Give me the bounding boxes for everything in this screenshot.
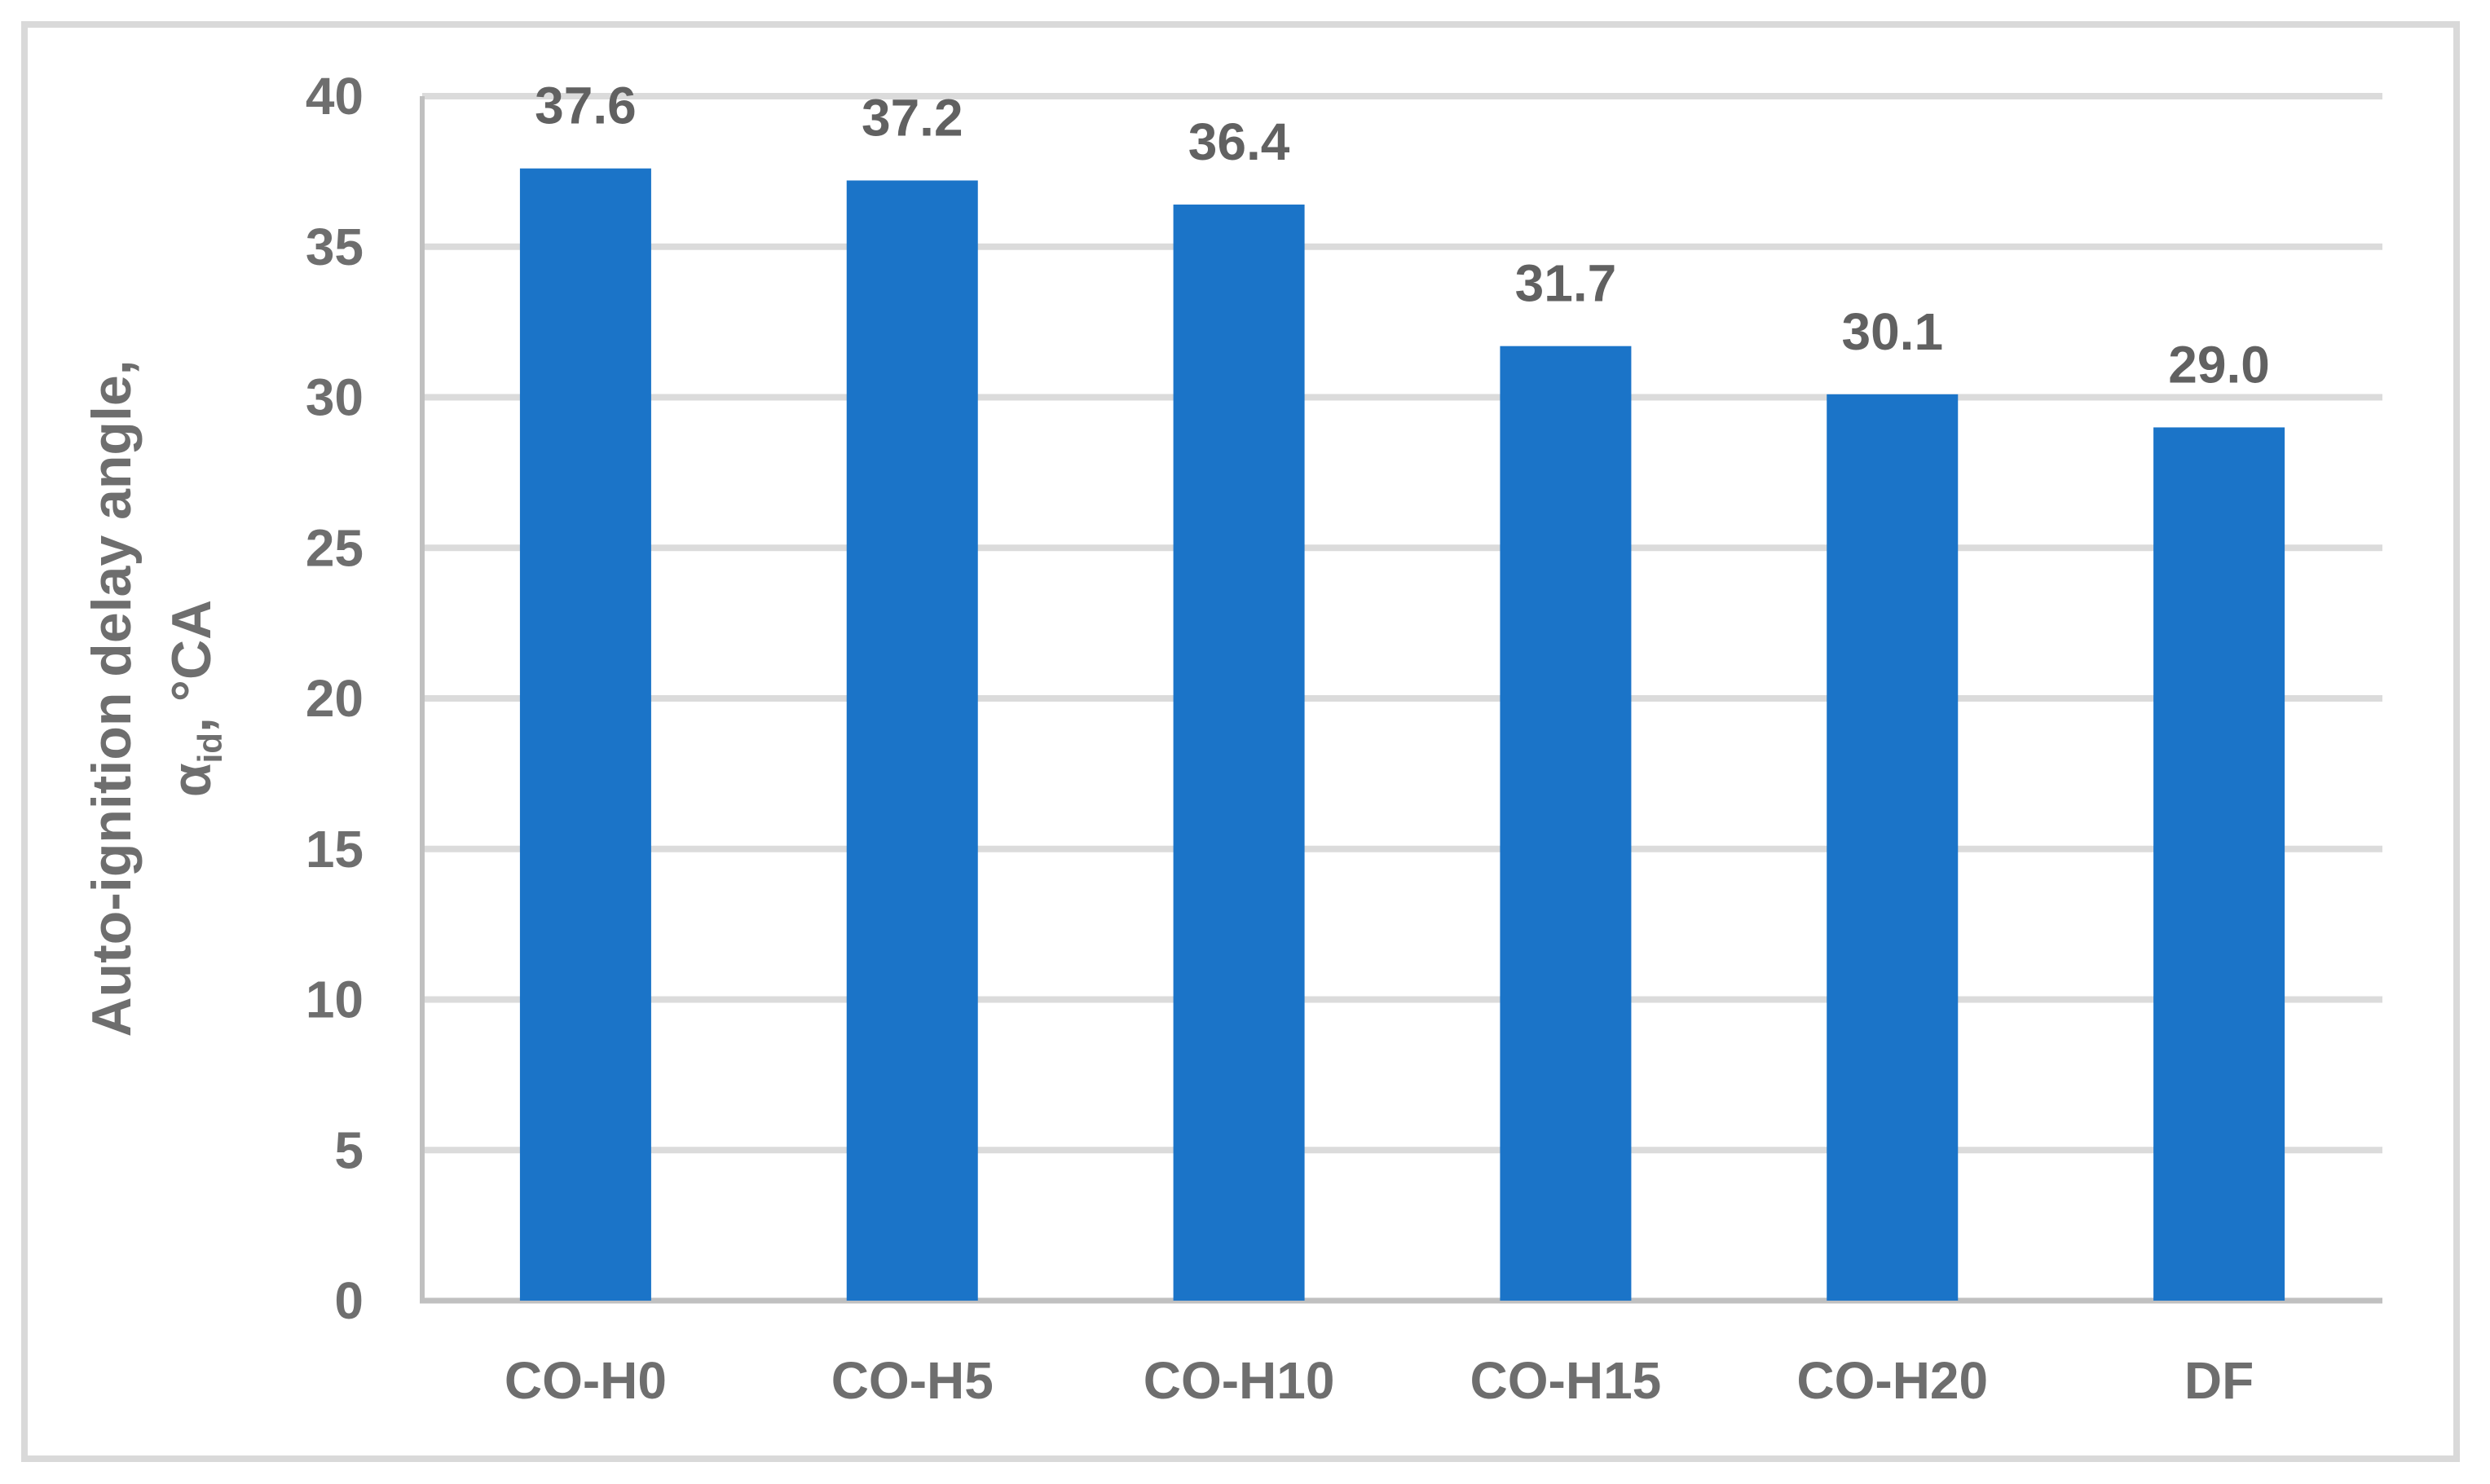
bar-value-label: 37.6 bbox=[535, 77, 637, 135]
bar bbox=[519, 168, 651, 1301]
y-axis-title-line2: αid, °CA bbox=[161, 600, 229, 797]
x-category-label: CO-H0 bbox=[505, 1351, 667, 1410]
bar bbox=[1173, 205, 1305, 1301]
bar bbox=[846, 180, 978, 1301]
y-tick-label: 5 bbox=[334, 1121, 364, 1179]
x-category-label: DF bbox=[2184, 1351, 2254, 1410]
y-tick-label: 0 bbox=[334, 1271, 364, 1330]
y-tick-label: 10 bbox=[306, 971, 364, 1029]
y-tick-label: 40 bbox=[306, 67, 364, 126]
bar-value-label: 31.7 bbox=[1515, 254, 1617, 313]
bar-value-label: 36.4 bbox=[1188, 112, 1290, 171]
x-category-label: CO-H5 bbox=[831, 1351, 994, 1410]
y-tick-label: 25 bbox=[306, 518, 364, 577]
y-tick-label: 35 bbox=[306, 218, 364, 276]
x-category-label: CO-H20 bbox=[1796, 1351, 1988, 1410]
bar bbox=[1500, 346, 1632, 1301]
y-tick-label: 30 bbox=[306, 368, 364, 427]
bar-value-label: 29.0 bbox=[2168, 335, 2270, 394]
bar bbox=[1827, 394, 1959, 1301]
bar-value-label: 30.1 bbox=[1841, 302, 1943, 361]
bar-value-label: 37.2 bbox=[862, 88, 963, 147]
y-tick-label: 20 bbox=[306, 669, 364, 728]
figure-frame bbox=[21, 21, 2460, 1462]
bar bbox=[2153, 427, 2285, 1301]
x-category-label: CO-H15 bbox=[1470, 1351, 1662, 1410]
x-category-label: CO-H10 bbox=[1144, 1351, 1335, 1410]
y-axis-title-line1: Auto-ignition delay angle, bbox=[81, 359, 143, 1037]
y-tick-label: 15 bbox=[306, 820, 364, 879]
